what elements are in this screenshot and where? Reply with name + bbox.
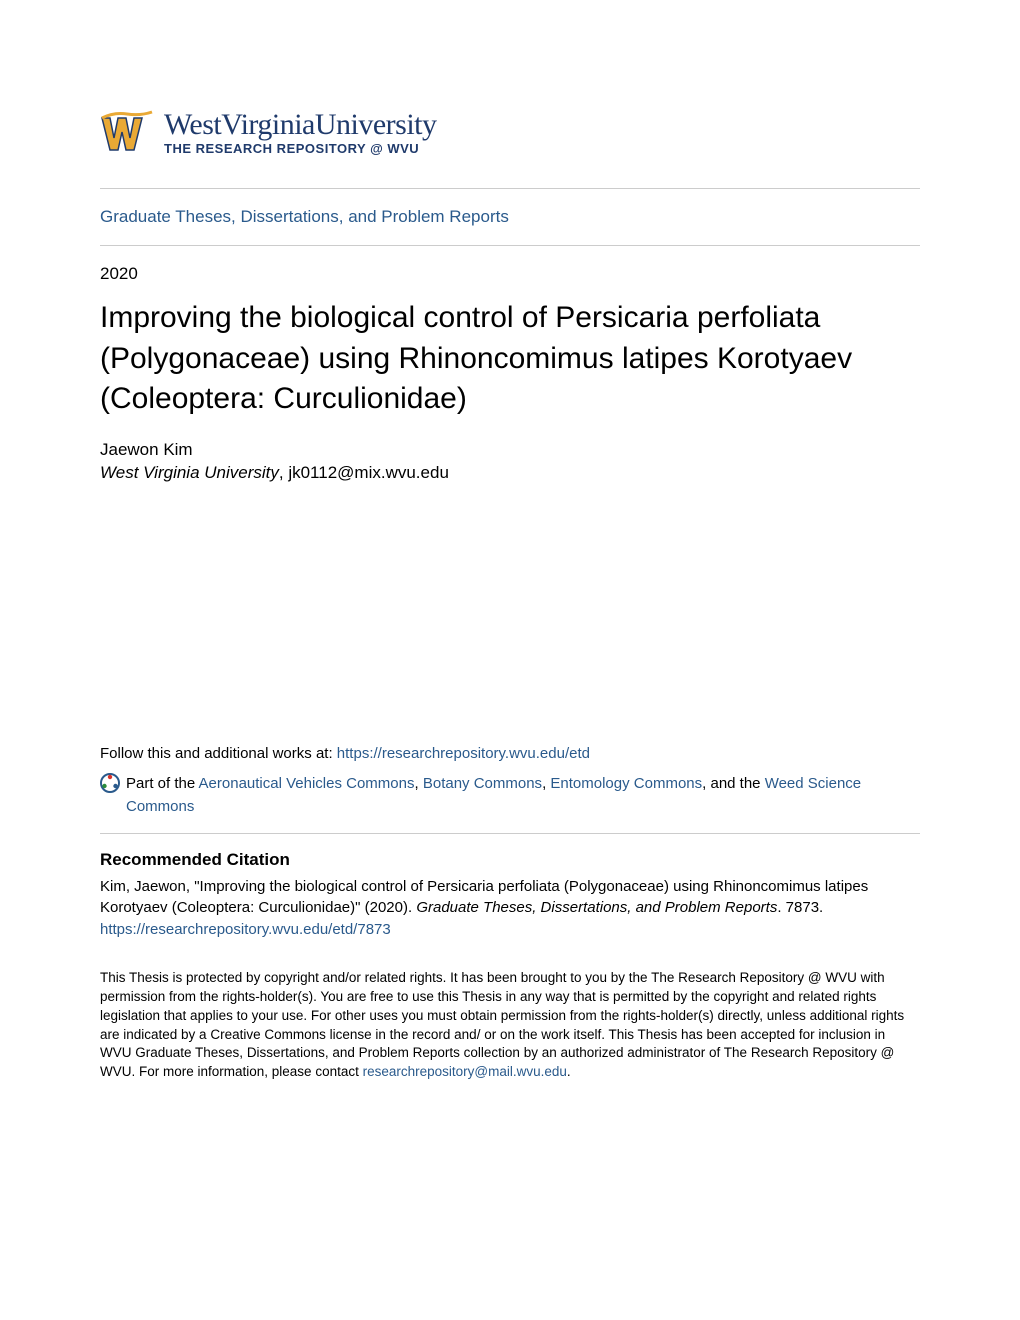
author-affil-text: West Virginia University — [100, 463, 279, 482]
disclaimer-text: This Thesis is protected by copyright an… — [100, 970, 904, 1079]
collection-link[interactable]: Graduate Theses, Dissertations, and Prob… — [100, 207, 509, 226]
author-block: Jaewon Kim West Virginia University, jk0… — [100, 438, 920, 486]
commons-text: Part of the Aeronautical Vehicles Common… — [126, 772, 920, 819]
commons-network-icon — [100, 773, 120, 793]
commons-network-line: Part of the Aeronautical Vehicles Common… — [100, 772, 920, 819]
recommended-citation-heading: Recommended Citation — [100, 850, 920, 870]
logo-text: WestVirginiaUniversity THE RESEARCH REPO… — [164, 110, 437, 155]
divider — [100, 833, 920, 834]
commons-link-1[interactable]: Botany Commons — [423, 775, 542, 792]
follow-prefix: Follow this and additional works at: — [100, 745, 337, 762]
author-name: Jaewon Kim — [100, 438, 920, 462]
logo-subtitle: THE RESEARCH REPOSITORY @ WVU — [164, 142, 437, 155]
follow-url[interactable]: https://researchrepository.wvu.edu/etd — [337, 745, 590, 762]
commons-link-0[interactable]: Aeronautical Vehicles Commons — [199, 775, 415, 792]
document-title: Improving the biological control of Pers… — [100, 298, 920, 420]
follow-line: Follow this and additional works at: htt… — [100, 745, 920, 762]
commons-prefix: Part of the — [126, 775, 199, 792]
sep: , — [415, 775, 423, 792]
contact-email-link[interactable]: researchrepository@mail.wvu.edu — [363, 1064, 567, 1079]
recommended-citation: Kim, Jaewon, "Improving the biological c… — [100, 876, 920, 941]
citation-url[interactable]: https://researchrepository.wvu.edu/etd/7… — [100, 921, 391, 938]
author-email: jk0112@mix.wvu.edu — [288, 463, 449, 482]
author-email-sep: , — [279, 463, 288, 482]
author-affiliation: West Virginia University, jk0112@mix.wvu… — [100, 461, 920, 485]
citation-text-after: . 7873. — [777, 899, 823, 916]
copyright-disclaimer: This Thesis is protected by copyright an… — [100, 969, 920, 1082]
sep-last: , and the — [702, 775, 765, 792]
citation-series: Graduate Theses, Dissertations, and Prob… — [416, 899, 777, 916]
repository-logo: WestVirginiaUniversity THE RESEARCH REPO… — [100, 110, 920, 158]
publication-year: 2020 — [100, 246, 920, 298]
commons-link-2[interactable]: Entomology Commons — [550, 775, 702, 792]
collection-breadcrumb: Graduate Theses, Dissertations, and Prob… — [100, 189, 920, 245]
wv-flying-logo-icon — [100, 110, 154, 158]
disclaimer-after: . — [567, 1064, 571, 1079]
logo-title: WestVirginiaUniversity — [164, 110, 437, 140]
